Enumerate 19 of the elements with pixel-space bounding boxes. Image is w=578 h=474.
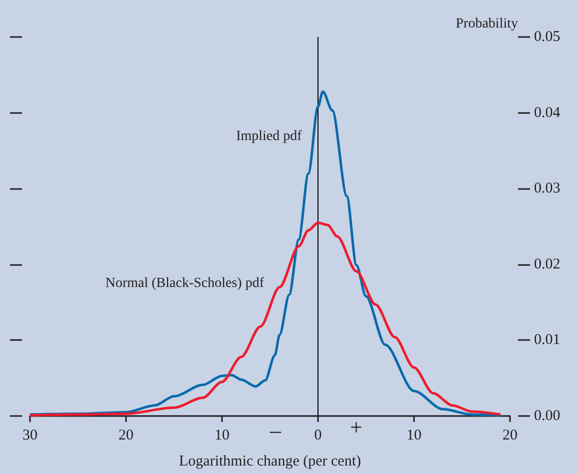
line-series	[28, 221, 502, 416]
y-tick-label: 0.01	[534, 332, 560, 348]
x-tick-label: 10	[214, 428, 230, 444]
x-tick-label: 20	[118, 428, 134, 444]
y-tick-label: 0.04	[534, 104, 561, 121]
y-tick-label: 0.02	[534, 256, 560, 272]
annotation: +	[350, 414, 362, 440]
y-tick-label: 0.00	[534, 408, 560, 424]
x-tick-label: 20	[502, 428, 518, 444]
x-tick-label: 30	[22, 428, 38, 444]
x-tick-label: 10	[406, 428, 422, 444]
y-tick-label: 0.05	[534, 29, 560, 45]
x-tick-label: 0	[314, 428, 322, 444]
y-tick-label: 0.03	[534, 180, 560, 197]
x-axis-title: Logarithmic change (per cent)	[179, 454, 361, 470]
series-label: Normal (Black-Scholes) pdf	[105, 276, 264, 292]
text: –	[269, 418, 282, 442]
series-label: Implied pdf	[236, 129, 302, 144]
y-axis-title: Probability	[456, 16, 518, 32]
